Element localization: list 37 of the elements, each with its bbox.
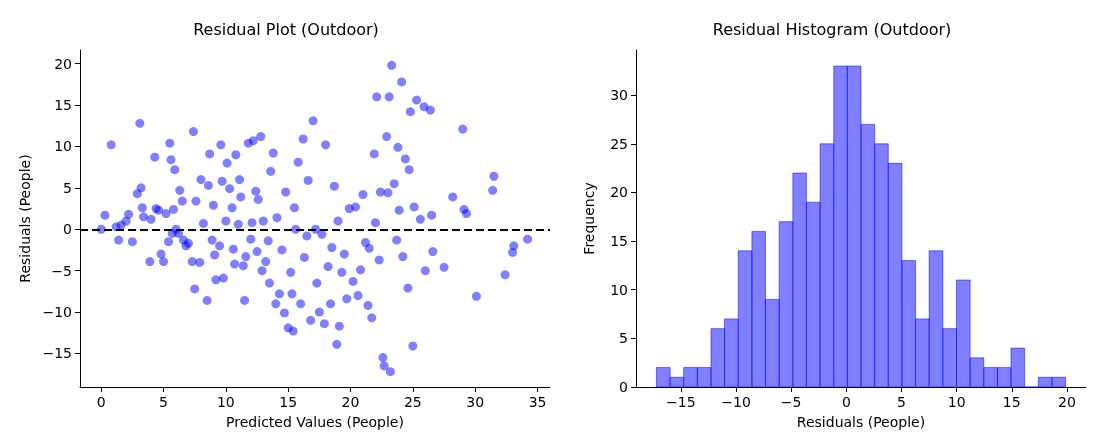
x-tick-label: 10 [947,394,966,410]
y-tick-label: 15 [54,97,72,114]
y-axis-title: Residuals (People) [16,154,33,283]
x-tick-label: −5 [780,394,802,410]
y-tick-label: −5 [51,262,72,279]
x-axis-title: Residuals (People) [796,414,926,430]
y-tick-label: −15 [42,345,72,362]
y-tick-label: 20 [54,55,72,72]
x-tick-label: 0 [96,394,106,410]
x-tick-label: 20 [1058,394,1076,410]
y-tick-label: 25 [610,135,628,152]
x-tick-label: 35 [528,394,547,410]
x-tick-label: 25 [403,394,422,410]
y-tick-label: 5 [619,330,628,347]
y-tick-label: 0 [63,221,72,238]
y-tick-label: 20 [610,184,628,201]
x-tick-label: 10 [216,394,235,410]
y-tick-label: 10 [54,138,72,155]
chart-title: Residual Plot (Outdoor) [193,19,379,39]
x-tick-label: 15 [1002,394,1021,410]
x-tick-label: 20 [341,394,360,410]
x-tick-label: 30 [466,394,485,410]
y-tick-label: −10 [42,304,72,321]
y-tick-label: 5 [63,179,72,196]
y-axis-title: Frequency [581,182,597,255]
x-tick-label: 15 [279,394,298,410]
y-tick-label: 15 [610,233,628,250]
x-tick-label: −10 [721,394,751,410]
y-tick-label: 30 [610,87,628,104]
y-tick-label: 10 [610,281,628,298]
chart-title: Residual Histogram (Outdoor) [712,19,952,39]
x-axis-title: Predicted Values (People) [226,414,404,430]
x-tick-label: 5 [897,394,906,410]
y-tick-label: 0 [619,379,628,395]
x-tick-label: 0 [841,394,851,410]
x-tick-label: −15 [666,394,696,410]
x-tick-label: 5 [159,394,168,410]
